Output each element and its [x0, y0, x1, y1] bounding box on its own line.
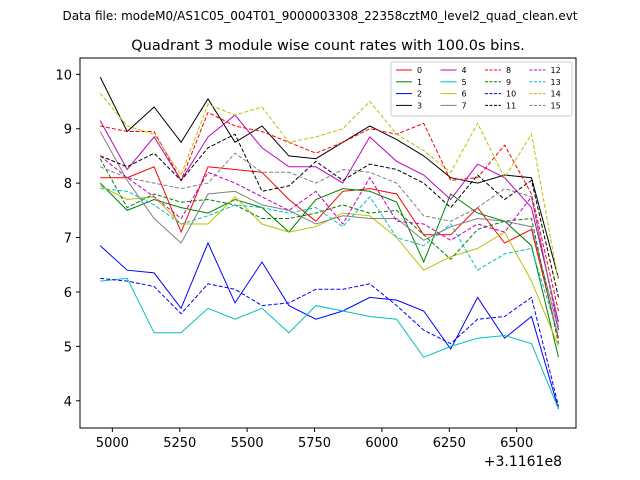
x-tick-label-5500: 5500 — [231, 436, 264, 451]
legend-label-13: 13 — [551, 78, 561, 87]
legend-label-0: 0 — [417, 66, 422, 75]
y-tick-label-7: 7 — [64, 232, 72, 247]
x-tick-label-6500: 6500 — [500, 436, 533, 451]
series-line-11 — [100, 133, 559, 298]
y-tick-label-10: 10 — [55, 68, 72, 83]
legend-label-10: 10 — [506, 90, 516, 99]
legend-label-6: 6 — [462, 90, 467, 99]
series-line-13 — [100, 188, 559, 336]
series-line-10 — [100, 277, 559, 407]
series-line-8 — [100, 111, 559, 312]
legend-label-4: 4 — [462, 66, 467, 75]
x-tick-label-5750: 5750 — [298, 436, 331, 451]
legend-label-15: 15 — [551, 101, 561, 110]
legend-label-2: 2 — [417, 90, 422, 99]
x-offset-label: +3.1161e8 — [484, 454, 562, 470]
series-line-14 — [99, 93, 559, 282]
legend-box — [390, 61, 573, 117]
series-line-15 — [100, 152, 559, 328]
legend-label-14: 14 — [551, 90, 561, 99]
series-line-12 — [99, 155, 559, 331]
series-line-3 — [99, 76, 559, 279]
series-line-0 — [100, 166, 559, 339]
x-tick-label-6000: 6000 — [365, 436, 398, 451]
series-line-6 — [99, 185, 559, 347]
series-layer — [99, 76, 559, 410]
series-line-7 — [99, 131, 559, 331]
legend-label-8: 8 — [506, 66, 511, 75]
series-line-1 — [99, 182, 559, 358]
legend-label-5: 5 — [462, 78, 467, 87]
legend-label-12: 12 — [551, 66, 561, 75]
legend-label-9: 9 — [506, 78, 511, 87]
series-line-2 — [99, 241, 559, 410]
x-tick-label-6250: 6250 — [433, 436, 466, 451]
y-tick-label-4: 4 — [64, 395, 72, 410]
suptitle: Data file: modeM0/AS1C05_004T01_90000033… — [62, 9, 577, 23]
y-tick-label-5: 5 — [64, 340, 72, 355]
y-tick-label-9: 9 — [64, 123, 72, 138]
legend-label-3: 3 — [417, 101, 422, 110]
series-line-9 — [99, 158, 559, 344]
axes-frame — [79, 57, 577, 429]
series-line-5 — [100, 277, 559, 410]
series-line-4 — [99, 114, 559, 323]
chart-title: Quadrant 3 module wise count rates with … — [131, 38, 525, 54]
x-tick-label-5000: 5000 — [96, 436, 129, 451]
legend-label-1: 1 — [417, 78, 422, 87]
legend-label-7: 7 — [462, 101, 467, 110]
y-tick-label-8: 8 — [64, 177, 72, 192]
legend-label-11: 11 — [506, 101, 516, 110]
y-tick-label-6: 6 — [64, 286, 72, 301]
x-tick-label-5250: 5250 — [163, 436, 196, 451]
